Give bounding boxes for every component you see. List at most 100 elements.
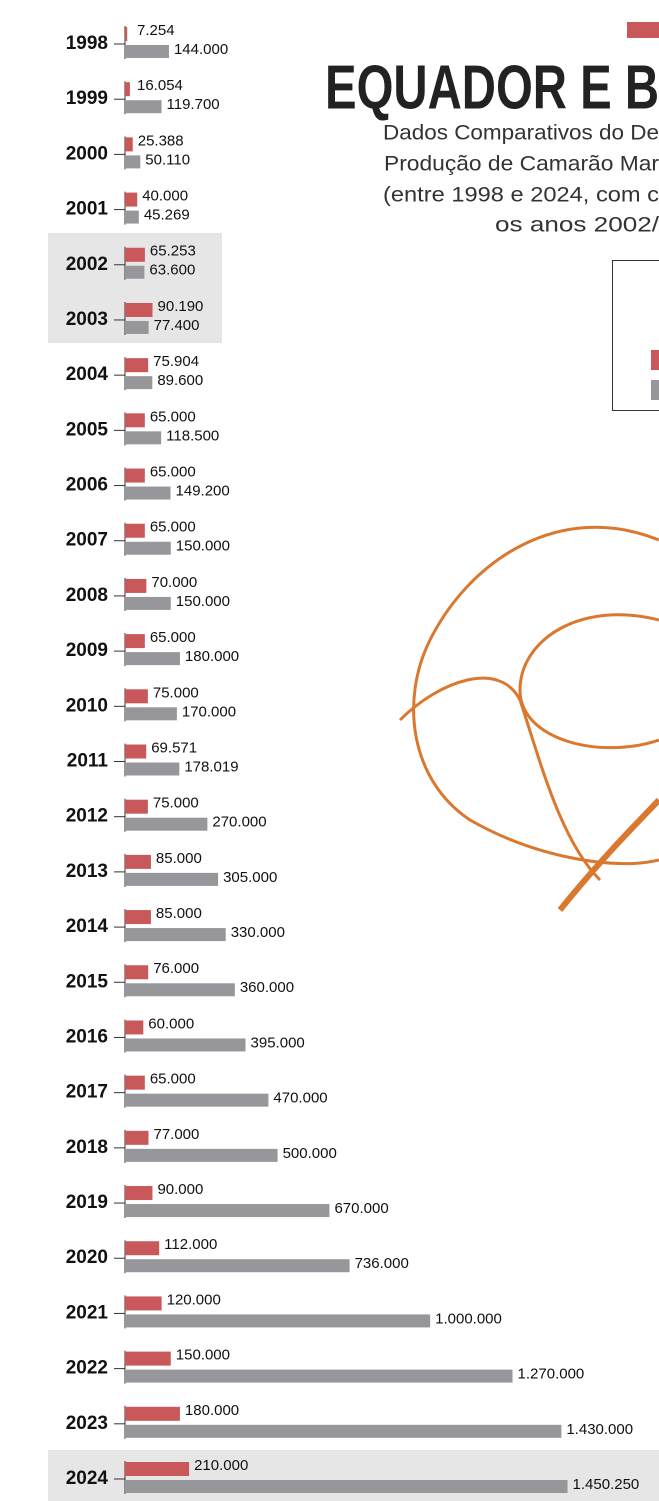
y-tick-label: 2016 (66, 1026, 108, 1047)
value-label: 76.000 (153, 960, 199, 977)
bar (125, 1186, 153, 1201)
bar (125, 376, 153, 390)
title-accent (627, 22, 659, 38)
value-label: 305.000 (223, 869, 277, 886)
value-label: 16.054 (137, 77, 183, 94)
bar (125, 762, 180, 776)
bar (125, 1480, 568, 1493)
value-label: 89.600 (157, 372, 203, 389)
y-tick-label: 2013 (66, 861, 108, 882)
value-label: 77.400 (154, 317, 200, 334)
value-label: 63.600 (149, 262, 195, 279)
value-label: 119.700 (167, 96, 220, 113)
bar (125, 872, 219, 886)
bar (125, 358, 149, 373)
value-label: 65.000 (150, 629, 196, 646)
value-label: 40.000 (142, 188, 188, 205)
shrimp-decoration (398, 525, 659, 912)
bar (125, 192, 138, 207)
value-label: 1.450.250 (573, 1476, 640, 1493)
bar (125, 1424, 562, 1438)
value-label: 180.000 (185, 648, 239, 665)
value-label: 1.000.000 (435, 1310, 502, 1327)
value-label: 75.000 (153, 795, 199, 812)
bar (125, 652, 180, 666)
bar (125, 928, 226, 942)
value-label: 75.904 (153, 353, 199, 370)
bar (125, 578, 147, 593)
y-tick-label: 2007 (66, 530, 108, 551)
bar (125, 1093, 269, 1107)
bar (125, 1351, 171, 1366)
y-tick-label: 2000 (66, 143, 108, 164)
y-tick-label: 2005 (66, 419, 109, 440)
value-label: 170.000 (182, 703, 236, 720)
value-label: 25.388 (138, 132, 184, 149)
bar (125, 1075, 145, 1090)
value-label: 50.110 (145, 151, 190, 168)
bar (125, 1259, 350, 1273)
bar (125, 413, 145, 428)
bar (125, 799, 148, 814)
value-label: 180.000 (185, 1402, 239, 1419)
bar (125, 523, 145, 538)
value-label: 150.000 (176, 1347, 230, 1364)
value-label: 65.000 (150, 464, 196, 481)
value-label: 150.000 (176, 538, 230, 555)
bar (125, 265, 145, 279)
value-label: 118.500 (166, 427, 219, 444)
value-label: 7.254 (137, 22, 175, 39)
bar (125, 486, 171, 500)
y-tick-label: 2022 (66, 1358, 108, 1379)
value-label: 90.000 (157, 1181, 203, 1198)
y-tick-label: 2020 (66, 1247, 108, 1268)
value-label: 736.000 (355, 1255, 409, 1272)
bar (125, 137, 133, 152)
y-tick-label: 2019 (66, 1192, 108, 1213)
value-label: 395.000 (251, 1034, 305, 1051)
y-tick-label: 2012 (66, 806, 108, 827)
y-tick-label: 2021 (66, 1302, 109, 1323)
bar (125, 541, 171, 555)
bar (125, 817, 208, 831)
value-label: 65.253 (150, 243, 196, 260)
subtitle: os anos 2002/ (495, 214, 659, 237)
value-label: 85.000 (156, 850, 202, 867)
y-tick-label: 1998 (66, 33, 108, 54)
bar (125, 1369, 513, 1383)
bar (125, 431, 162, 445)
value-label: 670.000 (334, 1200, 388, 1217)
value-label: 45.269 (144, 207, 190, 224)
value-label: 65.000 (150, 519, 196, 536)
subtitle: (entre 1998 e 2024, com c (383, 184, 659, 207)
bar (125, 210, 139, 224)
value-label: 470.000 (273, 1090, 327, 1107)
value-label: 75.000 (153, 684, 199, 701)
bar (125, 854, 151, 869)
bar (125, 27, 128, 41)
bar (125, 82, 130, 97)
value-label: 90.190 (158, 298, 204, 315)
y-tick-label: 2024 (66, 1468, 109, 1489)
bar (125, 45, 169, 58)
y-tick-label: 1999 (66, 88, 108, 109)
y-tick-label: 2004 (66, 364, 109, 385)
y-tick-label: 2014 (66, 916, 109, 937)
value-label: 112.000 (164, 1236, 217, 1253)
subtitle: Produção de Camarão Mar (384, 153, 659, 176)
y-tick-label: 2008 (66, 585, 108, 606)
bar (125, 910, 151, 925)
bar (125, 302, 153, 317)
y-tick-label: 2006 (66, 475, 108, 496)
bar (125, 707, 177, 721)
subtitle: Dados Comparativos do De (383, 122, 659, 145)
bar (125, 155, 141, 169)
y-tick-label: 2011 (67, 751, 109, 772)
value-label: 77.000 (153, 1126, 199, 1143)
value-label: 1.430.000 (566, 1421, 633, 1438)
y-tick-label: 2010 (66, 695, 108, 716)
legend-swatch (651, 380, 659, 400)
bar (125, 1130, 149, 1145)
bar (125, 320, 149, 334)
value-label: 65.000 (150, 1071, 196, 1088)
